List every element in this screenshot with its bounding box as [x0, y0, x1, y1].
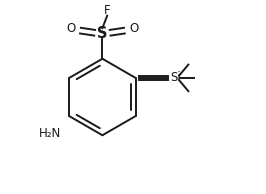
- Text: O: O: [66, 22, 76, 35]
- Text: F: F: [104, 4, 110, 17]
- Text: Si: Si: [170, 71, 181, 84]
- Text: H₂N: H₂N: [39, 127, 61, 140]
- Text: S: S: [97, 26, 108, 41]
- Text: O: O: [129, 22, 139, 35]
